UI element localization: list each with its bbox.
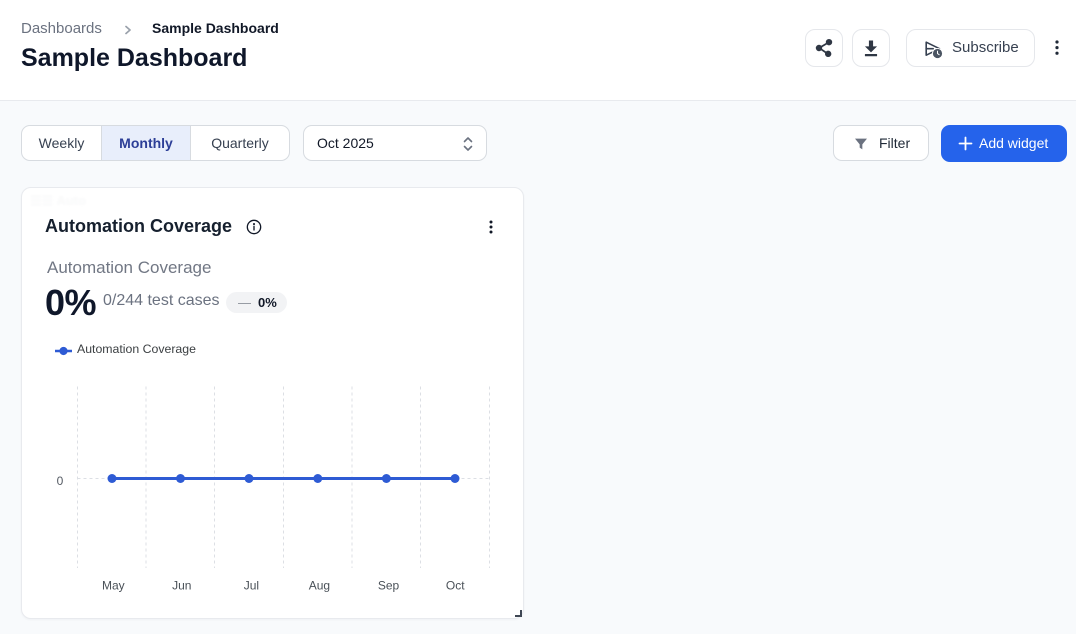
svg-text:0: 0 [57, 474, 64, 488]
svg-text:Jul: Jul [244, 579, 259, 593]
svg-text:Aug: Aug [309, 579, 330, 593]
svg-text:Sep: Sep [378, 579, 400, 593]
svg-text:Oct: Oct [446, 579, 465, 593]
svg-text:May: May [102, 579, 125, 593]
svg-text:Jun: Jun [172, 579, 191, 593]
